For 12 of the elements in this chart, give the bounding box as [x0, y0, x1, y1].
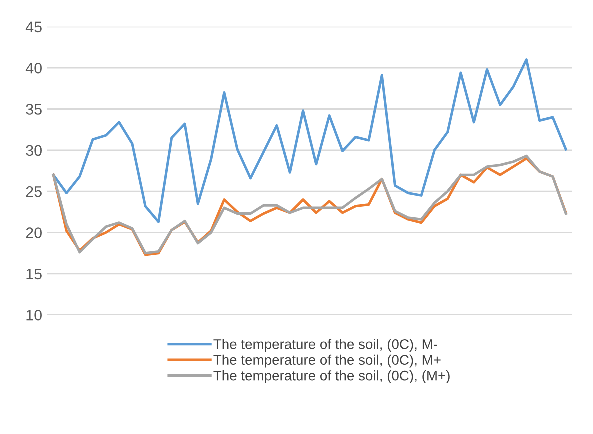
y-tick-label: 20 [26, 228, 42, 238]
y-tick-label: 35 [26, 104, 42, 115]
y-tick-label: 10 [26, 310, 42, 321]
y-tick-label: 40 [26, 62, 42, 74]
y-tick-label: 15 [26, 268, 42, 280]
legend-label: The temperature of the soil, (0C), M+ [214, 354, 441, 368]
legend-label: The temperature of the soil, (0C), M- [214, 339, 438, 352]
y-tick-label: 25 [26, 186, 42, 198]
y-tick-label: 30 [26, 145, 42, 156]
legend-label: The temperature of the soil, (0C), (M+) [214, 370, 450, 384]
y-tick-label: 45 [26, 22, 42, 33]
line-series [52, 58, 568, 224]
